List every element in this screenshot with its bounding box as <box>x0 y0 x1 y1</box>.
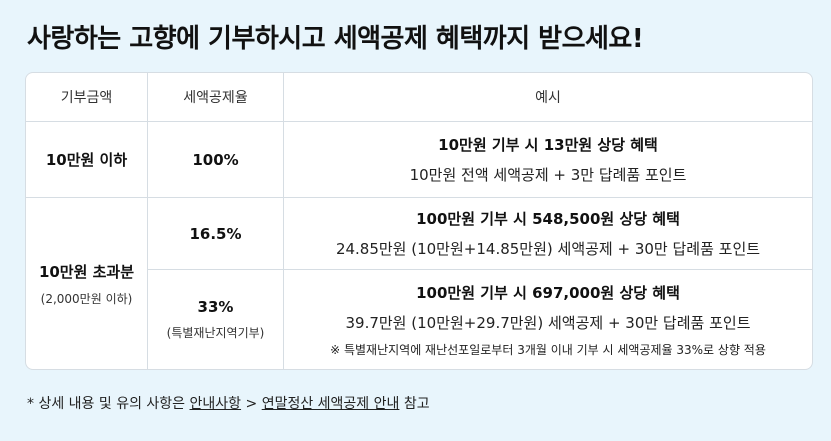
row2-amount: 10만원 초과분 <box>38 262 135 281</box>
page-title: 사랑하는 고향에 기부하시고 세액공제 혜택까지 받으세요! <box>27 24 644 54</box>
row2a-rate-cell: 16.5% <box>148 198 284 270</box>
row1-rate-cell: 100% <box>148 122 284 198</box>
row2-amount-cell: 10만원 초과분 (2,000만원 이하) <box>26 198 148 369</box>
row2a-example-desc: 24.85만원 (10만원+14.85만원) 세액공제 + 30만 답례품 포인… <box>335 240 761 258</box>
footnote-suffix: 참고 <box>399 396 430 412</box>
row1-example-cell: 10만원 기부 시 13만원 상당 혜택 10만원 전액 세액공제 + 3만 답… <box>284 122 812 198</box>
row2b-rate-cell: 33% (특별재난지역기부) <box>148 270 284 369</box>
tax-deduction-table: 기부금액 세액공제율 예시 10만원 이하 100% 10만원 기부 시 13만… <box>25 72 813 370</box>
row1-rate: 100% <box>192 150 239 169</box>
row2b-example-cell: 100만원 기부 시 697,000원 상당 혜택 39.7만원 (10만원+2… <box>284 270 812 369</box>
footnote-separator: > <box>241 396 262 412</box>
row2a-example-title: 100만원 기부 시 548,500원 상당 혜택 <box>416 210 680 228</box>
row2b-rate: 33% <box>197 298 234 316</box>
row2-amount-sub: (2,000만원 이하) <box>40 291 133 306</box>
guide-link[interactable]: 안내사항 <box>189 396 242 412</box>
row1-example-desc: 10만원 전액 세액공제 + 3만 답례품 포인트 <box>409 166 687 184</box>
header-example: 예시 <box>284 73 812 122</box>
footnote-prefix: * 상세 내용 및 유의 사항은 <box>27 396 190 412</box>
header-donation-amount: 기부금액 <box>26 73 148 122</box>
row2b-example-desc: 39.7만원 (10만원+29.7만원) 세액공제 + 30만 답례품 포인트 <box>345 313 751 332</box>
row1-amount: 10만원 이하 <box>45 151 128 169</box>
row2b-rate-sub: (특별재난지역기부) <box>166 326 265 340</box>
row2a-example-cell: 100만원 기부 시 548,500원 상당 혜택 24.85만원 (10만원+… <box>284 198 812 270</box>
row2b-example-note: ※ 특별재난지역에 재난선포일로부터 3개월 이내 기부 시 세액공제율 33%… <box>330 342 766 357</box>
row1-example-title: 10만원 기부 시 13만원 상당 혜택 <box>438 136 658 154</box>
row1-amount-cell: 10만원 이하 <box>26 122 148 198</box>
tax-deduction-guide-link[interactable]: 연말정산 세액공제 안내 <box>261 396 400 412</box>
row2a-rate: 16.5% <box>189 224 242 243</box>
row2b-example-title: 100만원 기부 시 697,000원 상당 혜택 <box>416 283 680 302</box>
footnote: * 상세 내용 및 유의 사항은 안내사항 > 연말정산 세액공제 안내 참고 <box>27 393 430 413</box>
header-deduction-rate: 세액공제율 <box>148 73 284 122</box>
